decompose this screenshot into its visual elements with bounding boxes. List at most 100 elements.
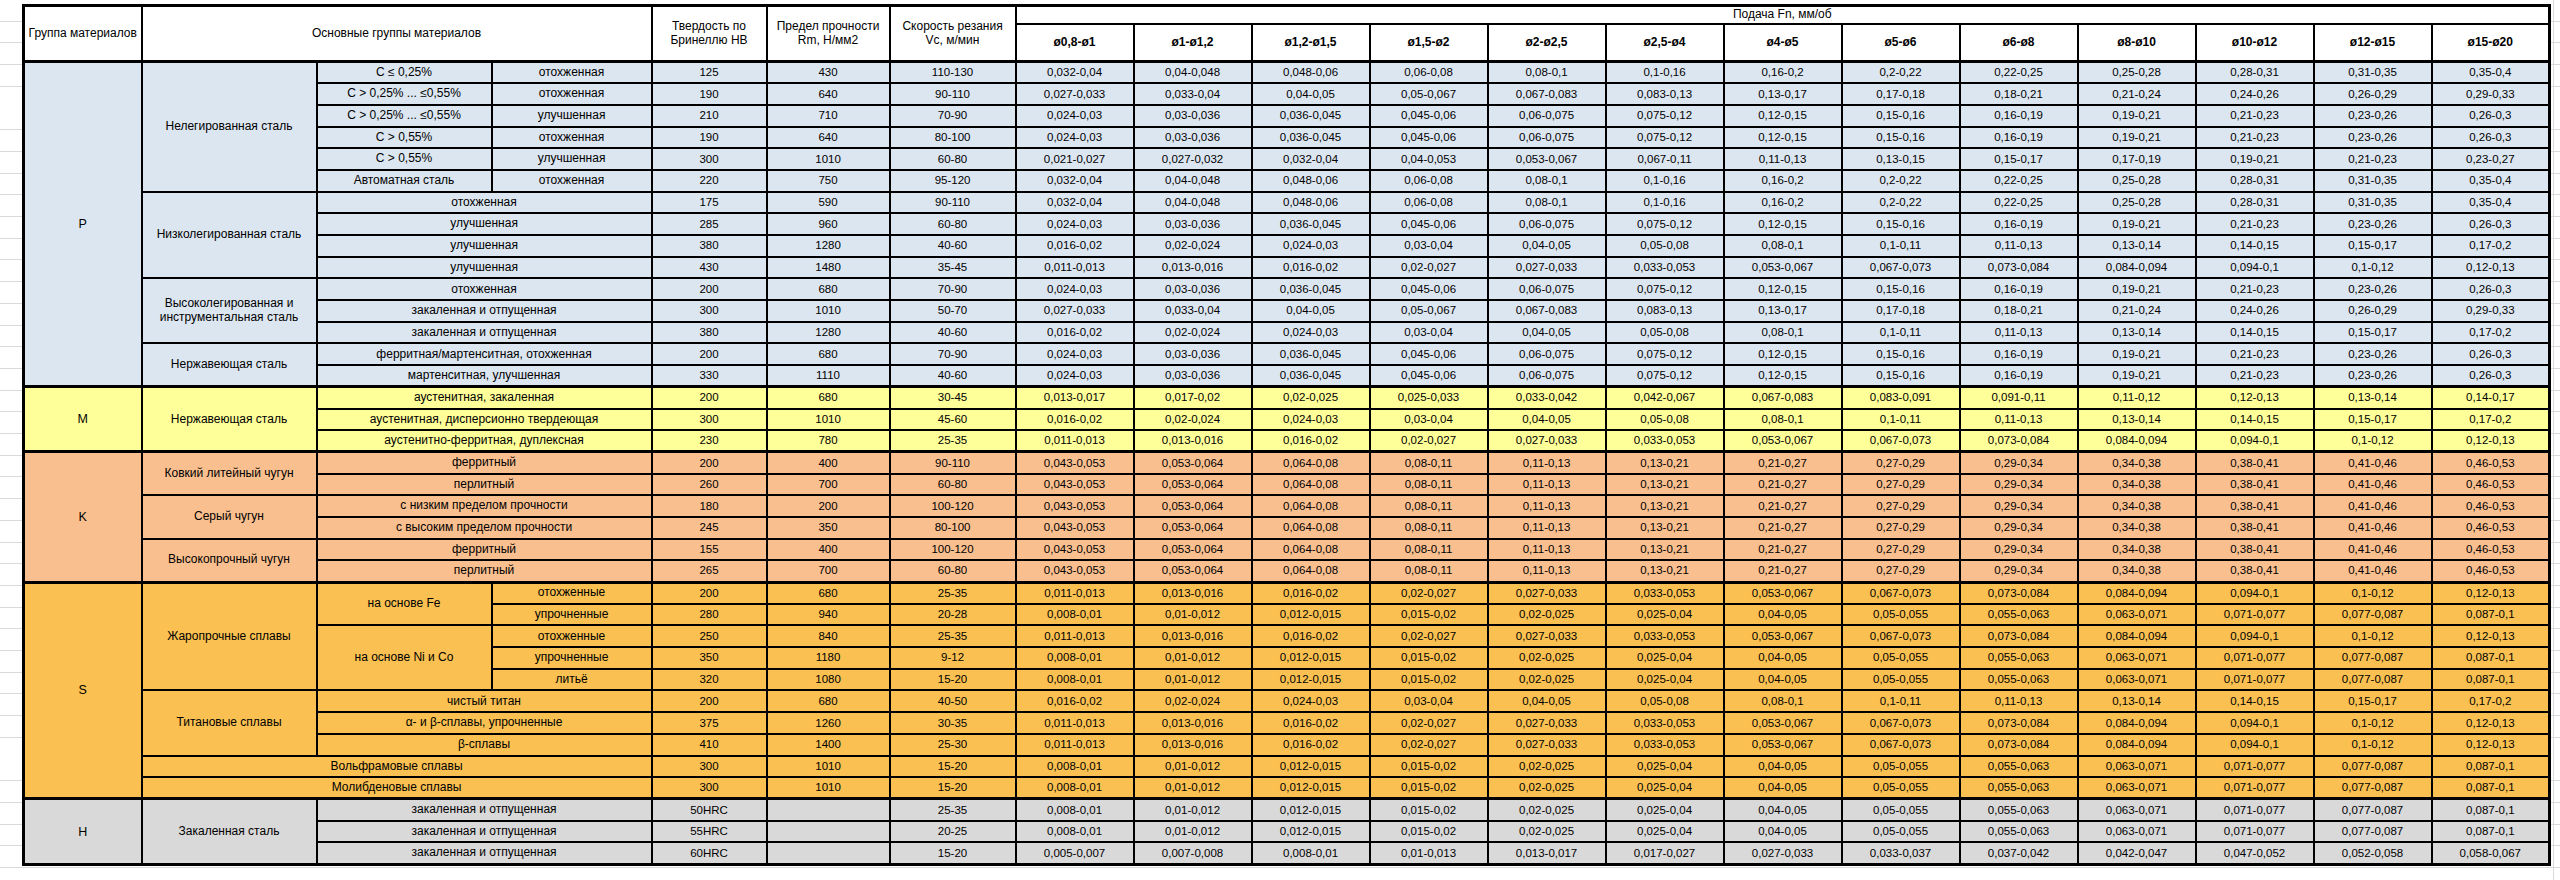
feed-cell[interactable]: 0,03-0,04 [1370,235,1488,257]
feed-cell[interactable]: 0,053-0,067 [1724,625,1842,647]
feed-cell[interactable]: 0,033-0,053 [1606,625,1724,647]
feed-cell[interactable]: 0,007-0,008 [1134,842,1252,864]
feed-cell[interactable]: 0,012-0,015 [1252,821,1370,843]
feed-cell[interactable]: 0,15-0,17 [2314,690,2432,712]
feed-cell[interactable]: 0,29-0,34 [1960,539,2078,561]
feed-cell[interactable]: 0,012-0,015 [1252,647,1370,669]
feed-cell[interactable]: 0,024-0,03 [1016,105,1134,127]
feed-cell[interactable]: 0,26-0,3 [2432,127,2550,149]
strength-cell[interactable]: 680 [767,343,890,365]
feed-cell[interactable]: 0,016-0,02 [1252,734,1370,756]
feed-cell[interactable]: 0,063-0,071 [2078,669,2196,691]
feed-cell[interactable]: 0,024-0,03 [1016,127,1134,149]
feed-cell[interactable]: 0,06-0,075 [1488,127,1606,149]
feed-cell[interactable]: 0,011-0,013 [1016,712,1134,734]
feed-cell[interactable]: 0,024-0,03 [1016,343,1134,365]
feed-cell[interactable]: 0,13-0,17 [1724,83,1842,105]
feed-cell[interactable]: 0,053-0,064 [1134,495,1252,517]
material-cell[interactable]: улучшенная [317,257,652,279]
feed-cell[interactable]: 0,17-0,2 [2432,322,2550,344]
strength-cell[interactable]: 1010 [767,300,890,322]
feed-cell[interactable]: 0,067-0,073 [1842,257,1960,279]
feed-cell[interactable]: 0,02-0,027 [1370,430,1488,452]
feed-cell[interactable]: 0,012-0,015 [1252,756,1370,778]
feed-cell[interactable]: 0,06-0,075 [1488,105,1606,127]
feed-cell[interactable]: 0,08-0,1 [1488,170,1606,192]
feed-cell[interactable]: 0,41-0,46 [2314,495,2432,517]
feed-cell[interactable]: 0,071-0,077 [2196,799,2314,821]
feed-cell[interactable]: 0,063-0,071 [2078,756,2196,778]
feed-cell[interactable]: 0,084-0,094 [2078,257,2196,279]
feed-cell[interactable]: 0,28-0,31 [2196,192,2314,214]
feed-cell[interactable]: 0,02-0,025 [1488,669,1606,691]
feed-cell[interactable]: 0,064-0,08 [1252,560,1370,582]
speed-cell[interactable]: 15-20 [890,756,1016,778]
feed-cell[interactable]: 0,055-0,063 [1960,647,2078,669]
speed-cell[interactable]: 70-90 [890,343,1016,365]
material-cell[interactable]: отохженные [492,582,652,604]
feed-cell[interactable]: 0,23-0,26 [2314,278,2432,300]
feed-cell[interactable]: 0,06-0,075 [1488,343,1606,365]
feed-cell[interactable]: 0,055-0,063 [1960,821,2078,843]
feed-cell[interactable]: 0,13-0,14 [2078,409,2196,431]
feed-cell[interactable]: 0,02-0,027 [1370,257,1488,279]
feed-cell[interactable]: 0,073-0,084 [1960,257,2078,279]
feed-cell[interactable]: 0,18-0,21 [1960,300,2078,322]
feed-cell[interactable]: 0,067-0,073 [1842,712,1960,734]
speed-cell[interactable]: 60-80 [890,560,1016,582]
feed-cell[interactable]: 0,12-0,15 [1724,127,1842,149]
feed-cell[interactable]: 0,045-0,06 [1370,127,1488,149]
feed-cell[interactable]: 0,1-0,16 [1606,192,1724,214]
feed-cell[interactable]: 0,23-0,26 [2314,213,2432,235]
feed-cell[interactable]: 0,17-0,2 [2432,409,2550,431]
feed-cell[interactable]: 0,01-0,012 [1134,756,1252,778]
header-material-group[interactable]: Группа материалов [24,6,142,62]
feed-cell[interactable]: 0,17-0,2 [2432,235,2550,257]
feed-cell[interactable]: 0,025-0,04 [1606,604,1724,626]
speed-cell[interactable]: 30-45 [890,387,1016,409]
feed-cell[interactable]: 0,04-0,048 [1134,62,1252,84]
hardness-cell[interactable]: 320 [652,669,767,691]
feed-cell[interactable]: 0,036-0,045 [1252,127,1370,149]
speed-cell[interactable]: 25-30 [890,734,1016,756]
strength-cell[interactable] [767,799,890,821]
feed-cell[interactable]: 0,13-0,14 [2078,322,2196,344]
material-cell[interactable]: Высоколегированная и инструментальная ст… [142,278,317,343]
feed-cell[interactable]: 0,21-0,23 [2314,148,2432,170]
feed-cell[interactable]: 0,075-0,12 [1606,278,1724,300]
material-cell[interactable]: перлитный [317,474,652,496]
strength-cell[interactable]: 1110 [767,365,890,387]
feed-cell[interactable]: 0,04-0,05 [1724,669,1842,691]
feed-cell[interactable]: 0,025-0,04 [1606,756,1724,778]
feed-cell[interactable]: 0,13-0,14 [2314,387,2432,409]
feed-cell[interactable]: 0,1-0,12 [2314,257,2432,279]
feed-cell[interactable]: 0,027-0,033 [1488,734,1606,756]
material-cell[interactable]: закаленная и отпущенная [317,799,652,821]
material-cell[interactable]: аустенитно-ферритная, дуплексная [317,430,652,452]
feed-cell[interactable]: 0,064-0,08 [1252,495,1370,517]
feed-cell[interactable]: 0,34-0,38 [2078,474,2196,496]
feed-cell[interactable]: 0,015-0,02 [1370,647,1488,669]
feed-cell[interactable]: 0,021-0,027 [1016,148,1134,170]
feed-cell[interactable]: 0,26-0,3 [2432,278,2550,300]
feed-cell[interactable]: 0,027-0,032 [1134,148,1252,170]
feed-cell[interactable]: 0,08-0,1 [1724,235,1842,257]
feed-cell[interactable]: 0,12-0,13 [2432,625,2550,647]
speed-cell[interactable]: 30-35 [890,712,1016,734]
feed-cell[interactable]: 0,23-0,26 [2314,343,2432,365]
material-cell[interactable]: C > 0,55% [317,148,492,170]
feed-cell[interactable]: 0,12-0,15 [1724,343,1842,365]
feed-cell[interactable]: 0,008-0,01 [1016,799,1134,821]
material-cell[interactable]: Молибденовые сплавы [142,777,652,799]
feed-cell[interactable]: 0,033-0,053 [1606,734,1724,756]
feed-cell[interactable]: 0,008-0,01 [1016,669,1134,691]
feed-cell[interactable]: 0,013-0,016 [1134,625,1252,647]
feed-cell[interactable]: 0,23-0,26 [2314,365,2432,387]
feed-cell[interactable]: 0,19-0,21 [2078,365,2196,387]
feed-cell[interactable]: 0,08-0,11 [1370,495,1488,517]
feed-cell[interactable]: 0,04-0,05 [1724,821,1842,843]
material-cell[interactable]: отохженные [492,625,652,647]
hardness-cell[interactable]: 155 [652,539,767,561]
feed-cell[interactable]: 0,21-0,23 [2196,105,2314,127]
feed-cell[interactable]: 0,077-0,087 [2314,604,2432,626]
